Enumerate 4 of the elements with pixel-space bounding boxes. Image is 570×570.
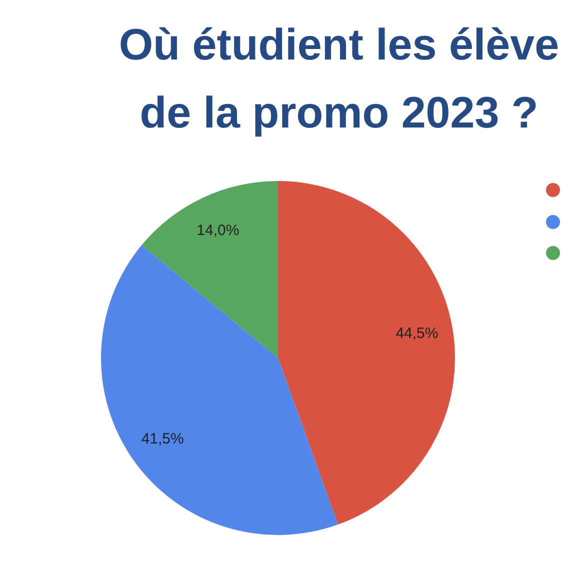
chart-title: Où étudient les élève de la promo 2023 ? bbox=[118, 20, 560, 138]
data-label: 14,0% bbox=[196, 222, 240, 239]
data-label: 41,5% bbox=[141, 430, 184, 448]
data-label: 44,5% bbox=[396, 325, 438, 342]
